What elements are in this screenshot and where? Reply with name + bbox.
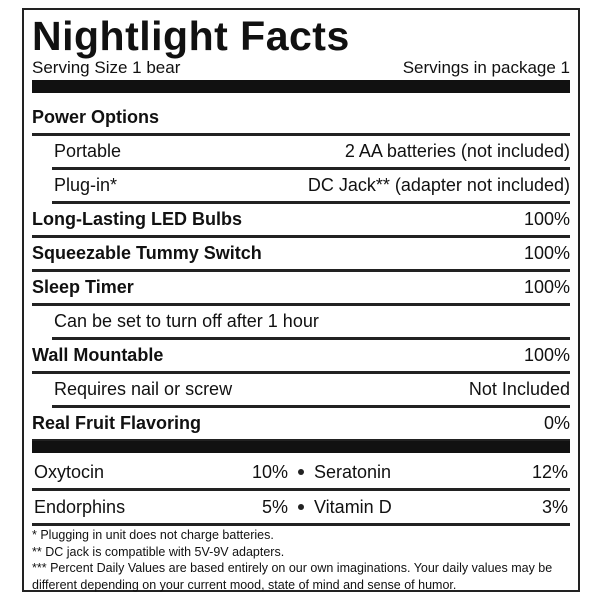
fact-row: Requires nail or screw Not Included bbox=[52, 374, 570, 408]
vitamin-row: Endorphins 5% Vitamin D 3% bbox=[32, 491, 570, 526]
fact-value: 100% bbox=[523, 277, 570, 297]
bullet bbox=[298, 504, 304, 510]
vitamin-row: Oxytocin 10% Seratonin 12% bbox=[32, 456, 570, 491]
fact-row: Power Options bbox=[32, 102, 570, 136]
fact-row: Long-Lasting LED Bulbs 100% bbox=[32, 204, 570, 238]
vitamin: Seratonin 12% bbox=[312, 462, 570, 483]
fact-label: Wall Mountable bbox=[32, 345, 164, 365]
fact-value: 100% bbox=[523, 243, 570, 263]
footnote: *** Percent Daily Values are based entir… bbox=[32, 561, 553, 592]
vitamin-value: 10% bbox=[251, 461, 288, 482]
bullet bbox=[298, 469, 304, 475]
fact-label: Squeezable Tummy Switch bbox=[32, 243, 262, 263]
fact-row: Sleep Timer 100% bbox=[32, 272, 570, 306]
fact-label: Can be set to turn off after 1 hour bbox=[54, 311, 319, 331]
fact-value: DC Jack** (adapter not included) bbox=[307, 175, 570, 195]
footnotes: * Plugging in unit does not charge batte… bbox=[32, 527, 574, 593]
fact-row: Real Fruit Flavoring 0% bbox=[32, 408, 570, 442]
fact-label: Sleep Timer bbox=[32, 277, 134, 297]
vitamin-value: 5% bbox=[261, 496, 288, 517]
serving-size: Serving Size 1 bear bbox=[32, 58, 181, 77]
fact-label: Requires nail or screw bbox=[54, 379, 233, 399]
vitamin-name: Endorphins bbox=[34, 496, 126, 517]
fact-row: Portable 2 AA batteries (not included) bbox=[52, 136, 570, 170]
fact-value: Not Included bbox=[468, 379, 570, 399]
servings: Servings in package 1 bbox=[402, 58, 570, 77]
rows: Power Options Portable 2 AA batteries (not… bbox=[32, 102, 570, 442]
footnote: * Plugging in unit does not charge batte… bbox=[32, 528, 274, 542]
vitamin-name: Vitamin D bbox=[314, 496, 392, 517]
fact-value: 2 AA batteries (not included) bbox=[344, 141, 570, 161]
vitamin: Endorphins 5% bbox=[32, 497, 290, 518]
fact-label: Long-Lasting LED Bulbs bbox=[32, 209, 242, 229]
fact-row: Plug-in* DC Jack** (adapter not included) bbox=[52, 170, 570, 204]
vitamin-name: Seratonin bbox=[314, 461, 392, 482]
fact-value: 100% bbox=[523, 345, 570, 365]
vitamin-value: 12% bbox=[531, 461, 568, 482]
thick-bar bbox=[32, 441, 570, 453]
fact-label: Power Options bbox=[32, 107, 160, 127]
vitamin: Oxytocin 10% bbox=[32, 462, 290, 483]
fact-label: Real Fruit Flavoring bbox=[32, 413, 202, 433]
fact-row: Wall Mountable 100% bbox=[32, 340, 570, 374]
thick-bar bbox=[32, 80, 570, 93]
fact-row: Squeezable Tummy Switch 100% bbox=[32, 238, 570, 272]
vitamin: Vitamin D 3% bbox=[312, 497, 570, 518]
fact-label: Plug-in* bbox=[54, 175, 118, 195]
vitamins: Oxytocin 10% Seratonin 12% Endorphins 5% Vitam… bbox=[32, 456, 570, 526]
fact-row: Can be set to turn off after 1 hour bbox=[52, 306, 570, 340]
vitamin-name: Oxytocin bbox=[34, 461, 105, 482]
fact-label: Portable bbox=[54, 141, 122, 161]
facts-label: Nightlight Facts Serving Size 1 bear Ser… bbox=[22, 8, 580, 592]
vitamin-value: 3% bbox=[541, 496, 568, 517]
fact-value: 100% bbox=[523, 209, 570, 229]
title: Nightlight Facts bbox=[32, 13, 350, 59]
footnote: ** DC jack is compatible with 5V-9V adap… bbox=[32, 544, 285, 559]
fact-value: 0% bbox=[543, 413, 570, 433]
